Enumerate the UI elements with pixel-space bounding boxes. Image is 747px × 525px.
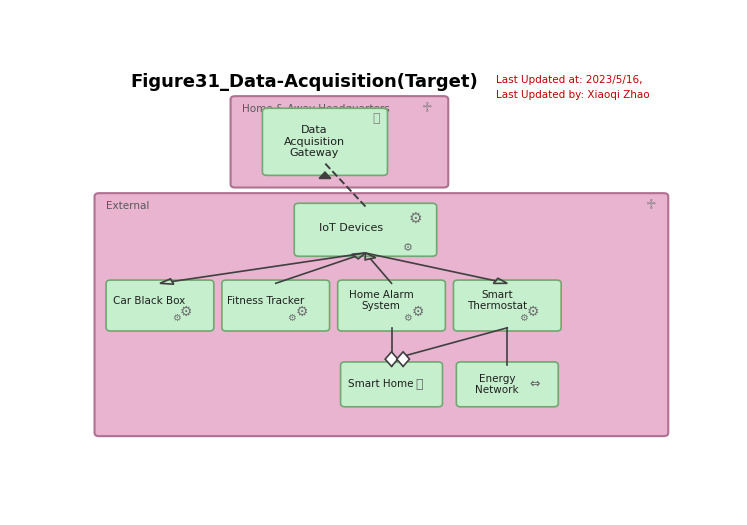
Text: ⚙: ⚙ (409, 211, 423, 226)
Text: Home Alarm
System: Home Alarm System (349, 290, 414, 311)
Text: Car Black Box: Car Black Box (114, 296, 186, 306)
Polygon shape (319, 172, 331, 179)
Text: ⚙: ⚙ (172, 313, 181, 323)
Polygon shape (385, 352, 398, 366)
FancyBboxPatch shape (95, 193, 669, 436)
Text: ♱: ♱ (421, 101, 432, 116)
FancyBboxPatch shape (341, 362, 442, 407)
Text: ⚙: ⚙ (296, 304, 308, 319)
Text: Fitness Tracker: Fitness Tracker (226, 296, 304, 306)
Text: ⎖: ⎖ (415, 378, 423, 391)
FancyBboxPatch shape (222, 280, 329, 331)
Text: Smart
Thermostat: Smart Thermostat (467, 290, 527, 311)
Text: External: External (106, 201, 149, 211)
Text: Last Updated at: 2023/5/16,
Last Updated by: Xiaoqi Zhao: Last Updated at: 2023/5/16, Last Updated… (496, 75, 649, 100)
FancyBboxPatch shape (456, 362, 558, 407)
Text: ⇔: ⇔ (530, 378, 540, 391)
Text: ⚙: ⚙ (180, 304, 192, 319)
Polygon shape (397, 352, 409, 366)
Text: ⚙: ⚙ (403, 313, 412, 323)
Text: Home & Away Headquarters: Home & Away Headquarters (242, 104, 390, 114)
Text: ♱: ♱ (645, 198, 656, 213)
FancyBboxPatch shape (338, 280, 445, 331)
FancyBboxPatch shape (262, 108, 388, 175)
Text: Energy
Network: Energy Network (475, 374, 518, 395)
Text: ⚙: ⚙ (403, 243, 413, 253)
FancyBboxPatch shape (453, 280, 561, 331)
FancyBboxPatch shape (106, 280, 214, 331)
Text: ⚙: ⚙ (412, 304, 424, 319)
Text: ⎙: ⎙ (372, 112, 379, 125)
Text: ⚙: ⚙ (527, 304, 539, 319)
Text: IoT Devices: IoT Devices (319, 223, 383, 233)
Text: ⚙: ⚙ (288, 313, 297, 323)
FancyBboxPatch shape (231, 96, 448, 187)
Text: Smart Home: Smart Home (348, 380, 414, 390)
Text: ⚙: ⚙ (519, 313, 528, 323)
Text: Figure31_Data-Acquisition(Target): Figure31_Data-Acquisition(Target) (131, 73, 479, 91)
FancyBboxPatch shape (294, 203, 437, 256)
Text: Data
Acquisition
Gateway: Data Acquisition Gateway (284, 125, 345, 159)
